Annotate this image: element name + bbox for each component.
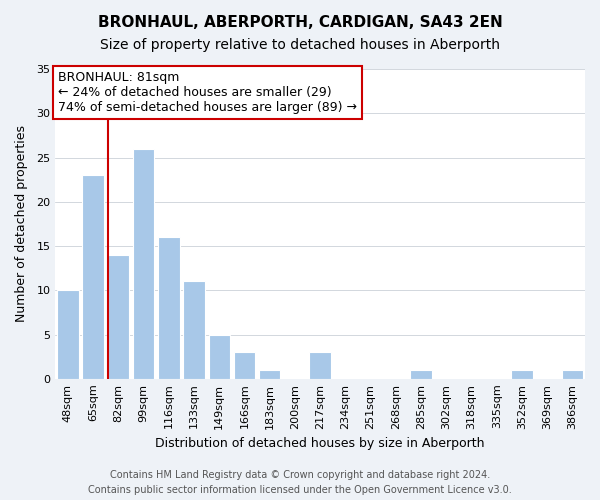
Bar bbox=[209, 334, 230, 379]
Bar bbox=[562, 370, 583, 379]
Bar bbox=[184, 282, 205, 379]
Bar bbox=[82, 175, 104, 379]
Y-axis label: Number of detached properties: Number of detached properties bbox=[15, 126, 28, 322]
Bar bbox=[234, 352, 255, 379]
Bar bbox=[107, 255, 129, 379]
Bar bbox=[410, 370, 432, 379]
Bar bbox=[511, 370, 533, 379]
Text: Size of property relative to detached houses in Aberporth: Size of property relative to detached ho… bbox=[100, 38, 500, 52]
Bar bbox=[57, 290, 79, 379]
Bar bbox=[158, 237, 179, 379]
Bar bbox=[310, 352, 331, 379]
Text: BRONHAUL, ABERPORTH, CARDIGAN, SA43 2EN: BRONHAUL, ABERPORTH, CARDIGAN, SA43 2EN bbox=[98, 15, 502, 30]
X-axis label: Distribution of detached houses by size in Aberporth: Distribution of detached houses by size … bbox=[155, 437, 485, 450]
Text: BRONHAUL: 81sqm
← 24% of detached houses are smaller (29)
74% of semi-detached h: BRONHAUL: 81sqm ← 24% of detached houses… bbox=[58, 70, 357, 114]
Bar bbox=[133, 148, 154, 379]
Bar bbox=[259, 370, 280, 379]
Text: Contains HM Land Registry data © Crown copyright and database right 2024.
Contai: Contains HM Land Registry data © Crown c… bbox=[88, 470, 512, 495]
